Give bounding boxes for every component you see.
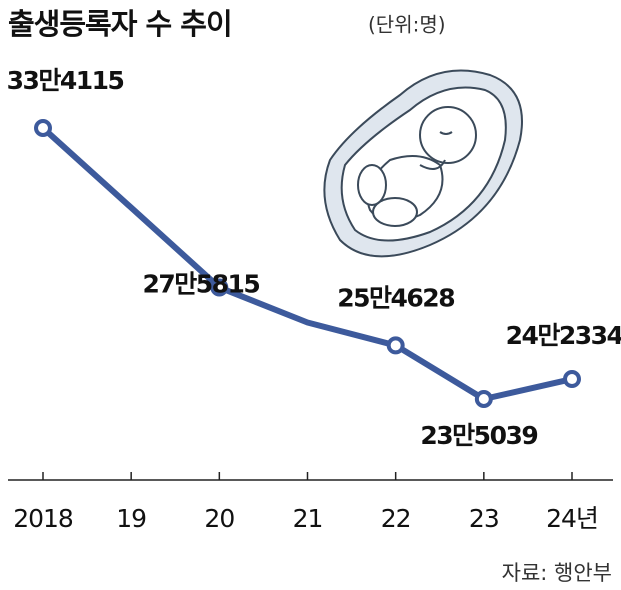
data-point (474, 390, 493, 408)
x-tick-label: 24년 (546, 504, 598, 533)
baby-illustration (323, 69, 523, 258)
x-tick-label: 21 (293, 504, 323, 533)
chart-subtitle: (단위:명) (368, 13, 446, 37)
x-tick-label: 23 (469, 504, 499, 533)
x-tick-label: 20 (204, 504, 234, 533)
x-tick-label: 22 (381, 504, 411, 533)
source-note: 자료: 행안부 (502, 561, 612, 585)
data-point (386, 336, 405, 355)
data-point (563, 370, 581, 389)
value-label: 25만4628 (337, 283, 454, 312)
value-label: 23만5039 (420, 421, 537, 450)
value-label: 24만2334 (506, 321, 621, 350)
data-point (34, 119, 52, 137)
value-label: 33만4115 (7, 66, 124, 95)
data-point (210, 278, 229, 297)
value-label: 27만5815 (142, 269, 259, 298)
x-tick-label: 2018 (13, 504, 73, 533)
x-tick-label: 19 (116, 504, 146, 533)
chart-title: 출생등록자 수 추이 (8, 7, 232, 41)
